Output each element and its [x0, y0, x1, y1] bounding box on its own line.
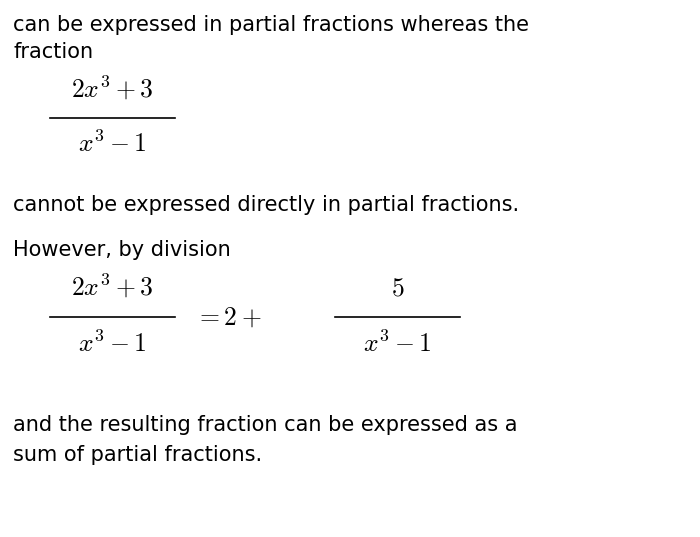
Text: However, by division: However, by division	[13, 240, 231, 260]
Text: and the resulting fraction can be expressed as a: and the resulting fraction can be expres…	[13, 415, 517, 435]
Text: $2x^3 + 3$: $2x^3 + 3$	[71, 76, 154, 104]
Text: $2x^3 + 3$: $2x^3 + 3$	[71, 274, 154, 302]
Text: cannot be expressed directly in partial fractions.: cannot be expressed directly in partial …	[13, 195, 519, 215]
Text: $5$: $5$	[391, 275, 405, 301]
Text: $x^3 - 1$: $x^3 - 1$	[363, 332, 432, 358]
Text: $= 2 +$: $= 2 +$	[195, 305, 262, 331]
Text: sum of partial fractions.: sum of partial fractions.	[13, 445, 262, 465]
Text: can be expressed in partial fractions whereas the: can be expressed in partial fractions wh…	[13, 15, 529, 35]
Text: $x^3 - 1$: $x^3 - 1$	[78, 332, 147, 358]
Text: fraction: fraction	[13, 42, 93, 62]
Text: $x^3 - 1$: $x^3 - 1$	[78, 132, 147, 158]
